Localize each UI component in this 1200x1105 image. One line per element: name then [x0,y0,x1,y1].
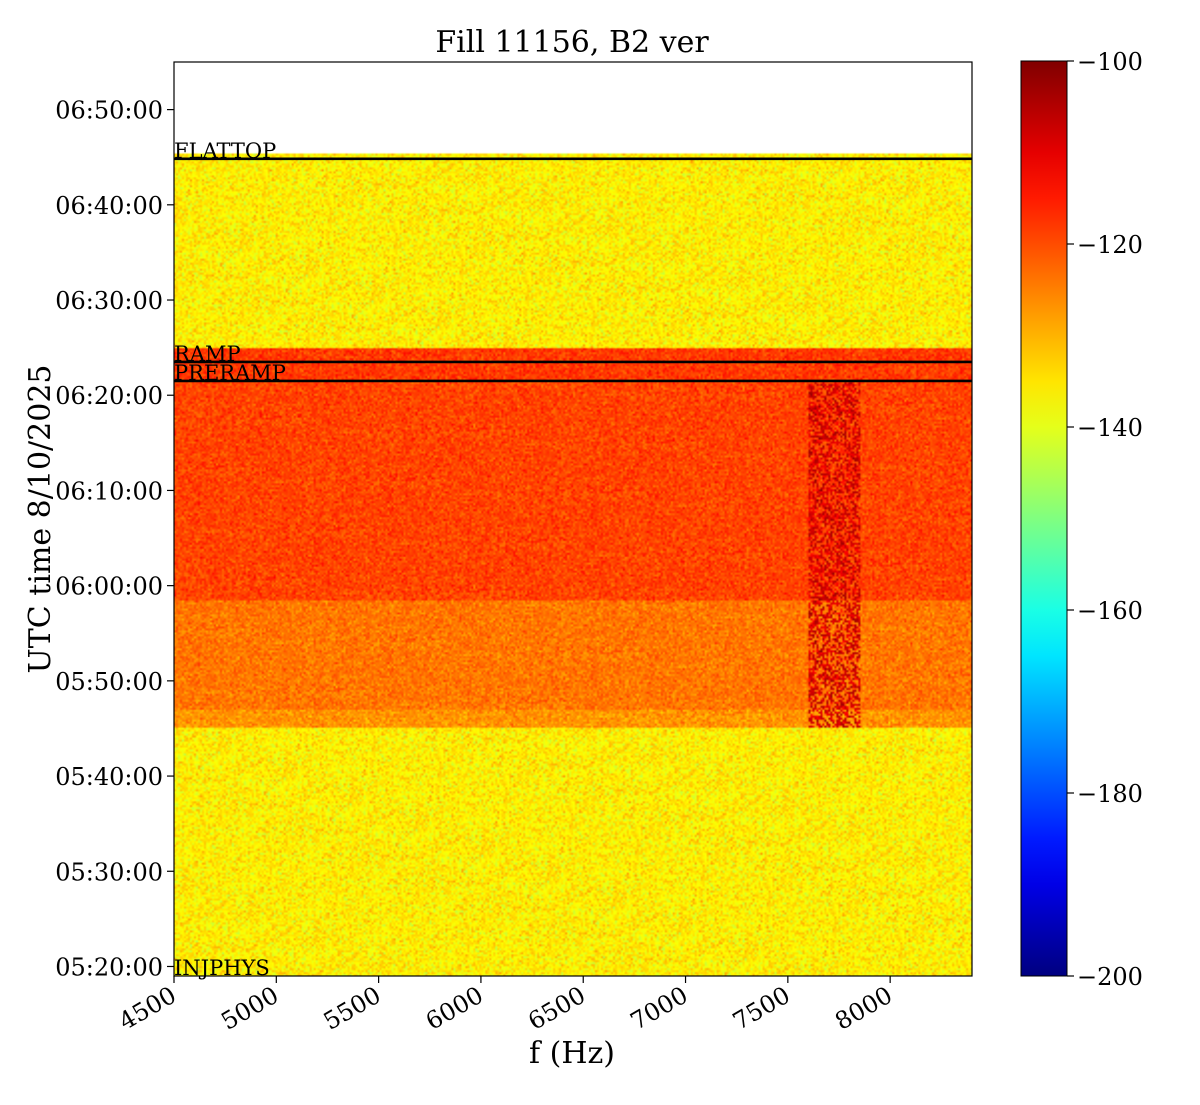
y-axis-ticks: 05:20:00 05:30:00 05:40:00 05:50:00 06:00:00… [55,97,174,981]
plot-frame [173,61,973,977]
colorbar-gradient [1020,60,1068,977]
y-tick-label: 05:40:00 [55,763,163,791]
y-tick-label: 05:20:00 [55,953,163,981]
y-tick-label: 06:50:00 [55,97,163,125]
y-tick-label: 05:30:00 [55,858,163,886]
colorbar-tick-label: −100 [1077,48,1143,76]
x-tick-label: 8000 [830,981,897,1036]
y-tick-label: 06:20:00 [55,382,163,410]
x-tick-label: 7000 [626,981,693,1036]
y-tick-label: 06:40:00 [55,192,163,220]
chart-title: Fill 11156, B2 ver [435,25,709,60]
colorbar-ticks: −100 −120 −140 −160 −180 −200 [1067,48,1143,991]
colorbar: −100 −120 −140 −160 −180 −200 [1020,48,1143,991]
x-tick-label: 5000 [216,981,283,1036]
phase-label: FLATTOP [174,139,276,163]
phase-label: RAMP [174,342,241,366]
phase-label: PRERAMP [174,361,286,385]
y-tick-label: 05:50:00 [55,668,163,696]
plot-area [174,62,972,976]
x-tick-label: 5500 [319,981,386,1036]
colorbar-tick-label: −200 [1077,963,1143,991]
colorbar-tick-label: −120 [1077,231,1143,259]
y-axis-label: UTC time 8/10/2025 [23,365,58,674]
colorbar-tick-label: −140 [1077,414,1143,442]
y-tick-label: 06:30:00 [55,287,163,315]
x-axis-label: f (Hz) [529,1036,615,1071]
x-tick-label: 6000 [421,981,488,1036]
y-tick-label: 06:00:00 [55,573,163,601]
x-axis-ticks: 4500 5000 5500 6000 6500 7000 7500 8000 [114,976,897,1036]
y-tick-label: 06:10:00 [55,477,163,505]
heatmap-image [174,62,972,976]
colorbar-tick-label: −180 [1077,780,1143,808]
x-tick-label: 7500 [728,981,795,1036]
colorbar-tick-label: −160 [1077,597,1143,625]
x-tick-label: 4500 [114,981,181,1036]
x-tick-label: 6500 [523,981,590,1036]
